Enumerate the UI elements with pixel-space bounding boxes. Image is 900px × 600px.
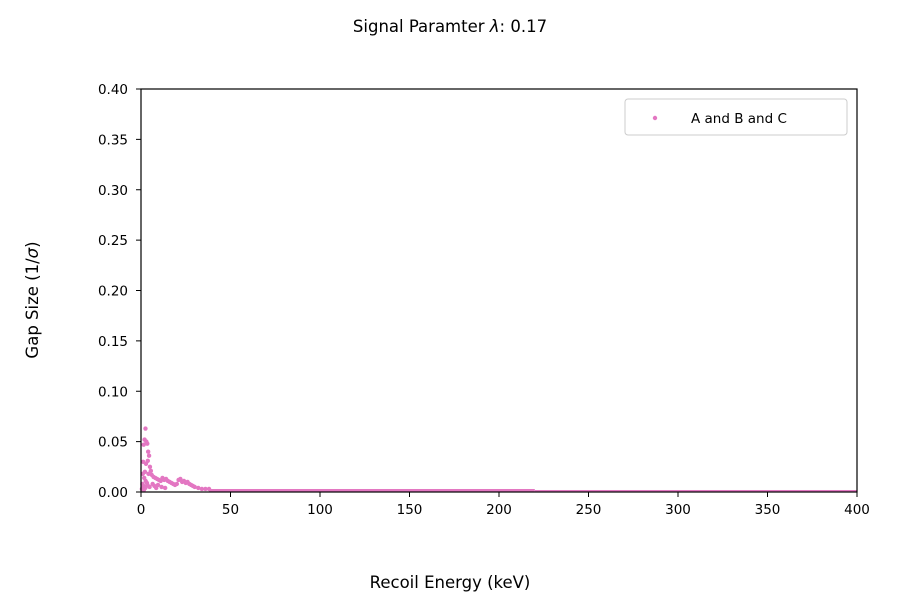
data-point (174, 481, 179, 487)
data-point (141, 487, 147, 493)
legend-marker (652, 115, 658, 121)
x-tick-label: 300 (665, 502, 691, 518)
x-tick-label: 150 (397, 502, 423, 518)
data-point (148, 468, 154, 474)
y-tick-label: 0.25 (98, 233, 128, 249)
x-tick-label: 0 (137, 502, 146, 518)
data-point (145, 449, 151, 454)
data-point (147, 484, 152, 490)
x-axis-label: Recoil Energy (keV) (370, 573, 531, 592)
y-tick-label: 0.10 (98, 384, 128, 400)
y-tick-label: 0.05 (98, 435, 128, 451)
data-point (162, 485, 168, 491)
y-tick-label: 0.35 (98, 132, 128, 148)
x-tick-label: 200 (486, 502, 512, 518)
y-axis-label-symbol: σ (23, 247, 42, 258)
data-point (146, 453, 152, 458)
chart-title: Signal Paramter λ: 0.17 (353, 17, 547, 36)
x-tick-label: 250 (576, 502, 602, 518)
data-point (140, 471, 145, 477)
y-axis-label: Gap Size (1/σ) (23, 241, 42, 358)
plot-area (139, 426, 857, 493)
data-point (203, 486, 208, 492)
data-point-band (209, 488, 535, 492)
y-tick-label: 0.30 (98, 183, 128, 199)
legend: A and B and C (624, 98, 848, 136)
plot-frame (140, 88, 858, 493)
data-point (192, 484, 197, 490)
legend-frame (624, 98, 848, 136)
chart-title-suffix: : 0.17 (500, 17, 548, 36)
data-point (159, 484, 164, 490)
data-point-band (534, 489, 857, 492)
data-point (196, 485, 201, 491)
data-point (140, 459, 146, 464)
legend-label: A and B and C (691, 111, 787, 127)
data-point (206, 486, 212, 492)
y-tick-label: 0.15 (98, 334, 128, 350)
y-axis: 0.00 0.05 0.10 0.15 0.20 0.25 0.30 0.35 0.40 (98, 82, 141, 501)
y-tick-label: 0.00 (98, 485, 128, 501)
y-axis-label-prefix: Gap Size (1/ (23, 258, 42, 359)
data-point (143, 426, 148, 431)
y-tick-label: 0.40 (98, 82, 128, 98)
x-axis: 0 50 100 150 200 250 300 350 400 (137, 492, 870, 518)
data-point (199, 486, 205, 492)
x-tick-label: 400 (844, 502, 870, 518)
data-point (141, 442, 146, 447)
y-tick-label: 0.20 (98, 284, 128, 300)
data-point (155, 482, 161, 488)
chart-title-symbol: λ (489, 17, 500, 36)
data-point (147, 464, 153, 470)
x-tick-label: 350 (755, 502, 781, 518)
chart-title-prefix: Signal Paramter (353, 17, 490, 36)
y-axis-label-suffix: ) (23, 241, 42, 247)
x-tick-label: 50 (222, 502, 239, 518)
x-tick-label: 100 (307, 502, 333, 518)
data-point (145, 441, 150, 446)
